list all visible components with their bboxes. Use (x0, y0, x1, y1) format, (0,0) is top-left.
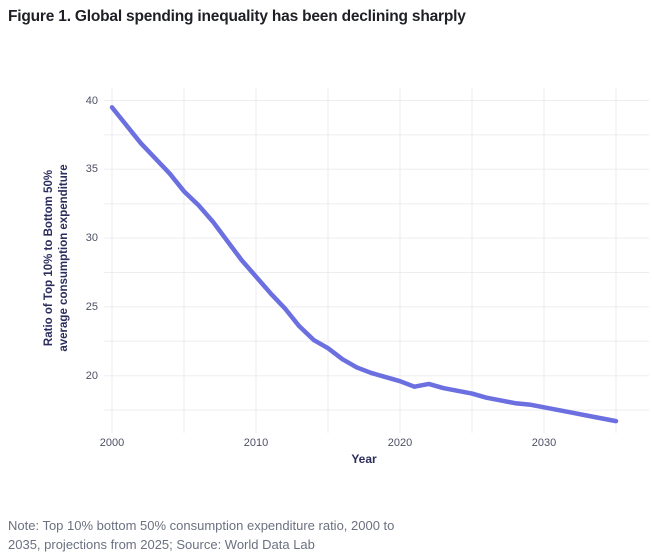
line-chart-svg (104, 88, 649, 433)
trend-line (109, 105, 619, 424)
source-note-line2: 2035, projections from 2025; Source: Wor… (8, 537, 315, 552)
line-chart: Ratio of Top 10% to Bottom 50% average c… (42, 88, 649, 466)
y-tick-label: 25 (85, 300, 98, 313)
y-tick-label: 20 (85, 369, 98, 382)
y-axis-title-line1: Ratio of Top 10% to Bottom 50% (43, 169, 55, 347)
y-tick-label: 40 (85, 94, 98, 107)
figure-title: Figure 1. Global spending inequality has… (8, 8, 466, 25)
source-note-line1: Note: Top 10% bottom 50% consumption exp… (8, 518, 395, 533)
x-tick-label: 2000 (99, 437, 125, 449)
x-axis-title: Year (351, 452, 377, 466)
source-note: Note: Top 10% bottom 50% consumption exp… (8, 516, 394, 554)
x-tick-label: 2020 (387, 437, 413, 449)
y-tick-label: 30 (85, 232, 98, 245)
x-tick-label: 2030 (531, 437, 557, 449)
y-tick-label: 35 (85, 163, 98, 176)
y-axis-title: Ratio of Top 10% to Bottom 50% average c… (42, 164, 72, 351)
y-axis-title-line2: average consumption expenditure (58, 164, 70, 352)
x-tick-label: 2010 (243, 437, 269, 449)
